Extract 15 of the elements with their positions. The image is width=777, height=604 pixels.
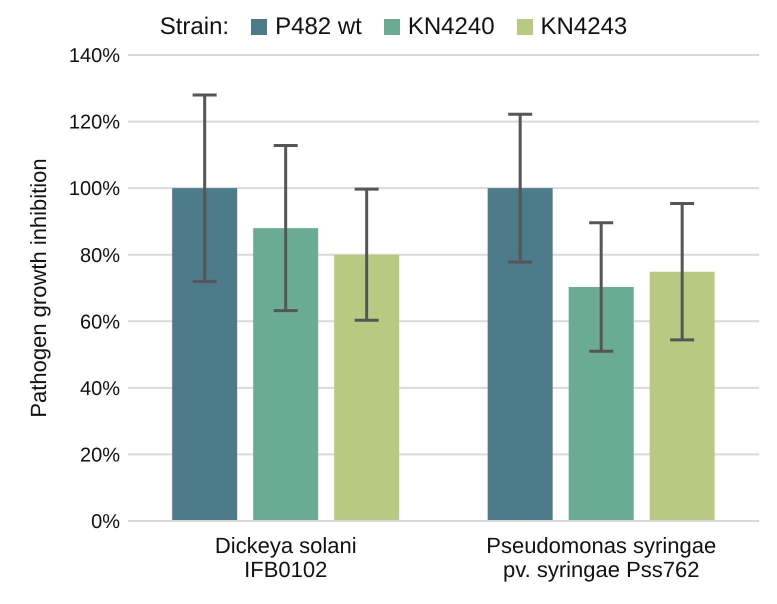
legend-label: KN4240 [408,13,495,41]
y-tick-label: 60% [80,311,120,334]
y-tick-label: 40% [80,378,120,400]
y-tick-label: 0% [91,511,120,534]
y-tick-label: 120% [68,112,120,134]
y-tick-label: 80% [80,244,120,267]
legend-label: KN4243 [540,13,628,41]
y-tick-label: 140% [68,45,120,68]
legend-title: Strain: [160,13,230,41]
x-tick-label: Pseudomonas syringae pv. syringae Pss762 [486,533,716,582]
x-tick-label: Dickeya solani IFB0102 [214,533,357,582]
y-axis-title: Pathogen growth inhibition [26,158,51,418]
legend-label: P482 wt [275,13,362,41]
y-tick-label: 20% [80,444,120,467]
y-tick-label: 100% [68,178,120,200]
